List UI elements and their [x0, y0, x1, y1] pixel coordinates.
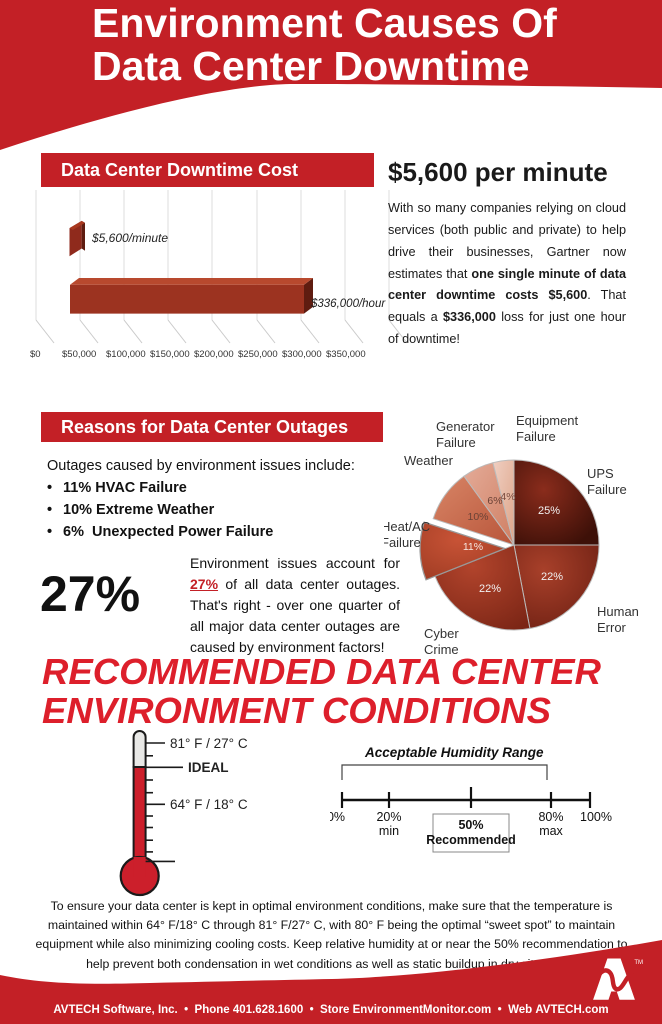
svg-text:Cyber: Cyber: [424, 626, 459, 641]
svg-text:$5,600/minute: $5,600/minute: [91, 231, 168, 245]
svg-text:IDEAL: IDEAL: [188, 760, 229, 775]
svg-text:22%: 22%: [479, 583, 501, 595]
svg-text:max: max: [539, 824, 563, 838]
svg-text:Acceptable Humidity Range: Acceptable Humidity Range: [364, 745, 544, 760]
svg-text:Failure: Failure: [587, 482, 627, 497]
svg-text:$100,000: $100,000: [106, 349, 146, 360]
svg-text:4%: 4%: [500, 491, 515, 503]
svg-text:$250,000: $250,000: [238, 349, 278, 360]
svg-text:Heat/AC: Heat/AC: [384, 519, 430, 534]
svg-text:min: min: [379, 824, 399, 838]
svg-text:Failure: Failure: [384, 535, 421, 550]
svg-text:11%: 11%: [463, 541, 483, 553]
svg-text:Human: Human: [597, 604, 639, 619]
svg-text:25%: 25%: [538, 505, 560, 517]
svg-text:$200,000: $200,000: [194, 349, 234, 360]
svg-text:Failure: Failure: [436, 435, 476, 450]
svg-text:50%: 50%: [458, 818, 483, 832]
svg-text:Error: Error: [597, 620, 627, 635]
svg-text:$336,000/hour: $336,000/hour: [310, 298, 386, 310]
svg-text:UPS: UPS: [587, 466, 614, 481]
svg-text:64° F / 18° C: 64° F / 18° C: [170, 797, 248, 812]
svg-text:10%: 10%: [467, 511, 488, 523]
svg-text:22%: 22%: [541, 571, 563, 583]
svg-text:Weather: Weather: [404, 453, 454, 468]
svg-text:$50,000: $50,000: [62, 349, 96, 360]
svg-text:20%: 20%: [376, 810, 401, 824]
svg-text:$150,000: $150,000: [150, 349, 190, 360]
svg-text:0%: 0%: [330, 810, 345, 824]
svg-text:Generator: Generator: [436, 419, 495, 434]
svg-text:Failure: Failure: [516, 429, 556, 444]
svg-text:81° F / 27° C: 81° F / 27° C: [170, 736, 248, 751]
svg-text:Equipment: Equipment: [516, 413, 579, 428]
svg-text:$300,000: $300,000: [282, 349, 322, 360]
svg-text:Recommended: Recommended: [426, 833, 516, 847]
svg-text:$0: $0: [30, 349, 41, 360]
svg-text:$350,000: $350,000: [326, 349, 366, 360]
svg-text:100%: 100%: [580, 810, 612, 824]
svg-text:80%: 80%: [538, 810, 563, 824]
svg-text:TM: TM: [634, 960, 643, 966]
